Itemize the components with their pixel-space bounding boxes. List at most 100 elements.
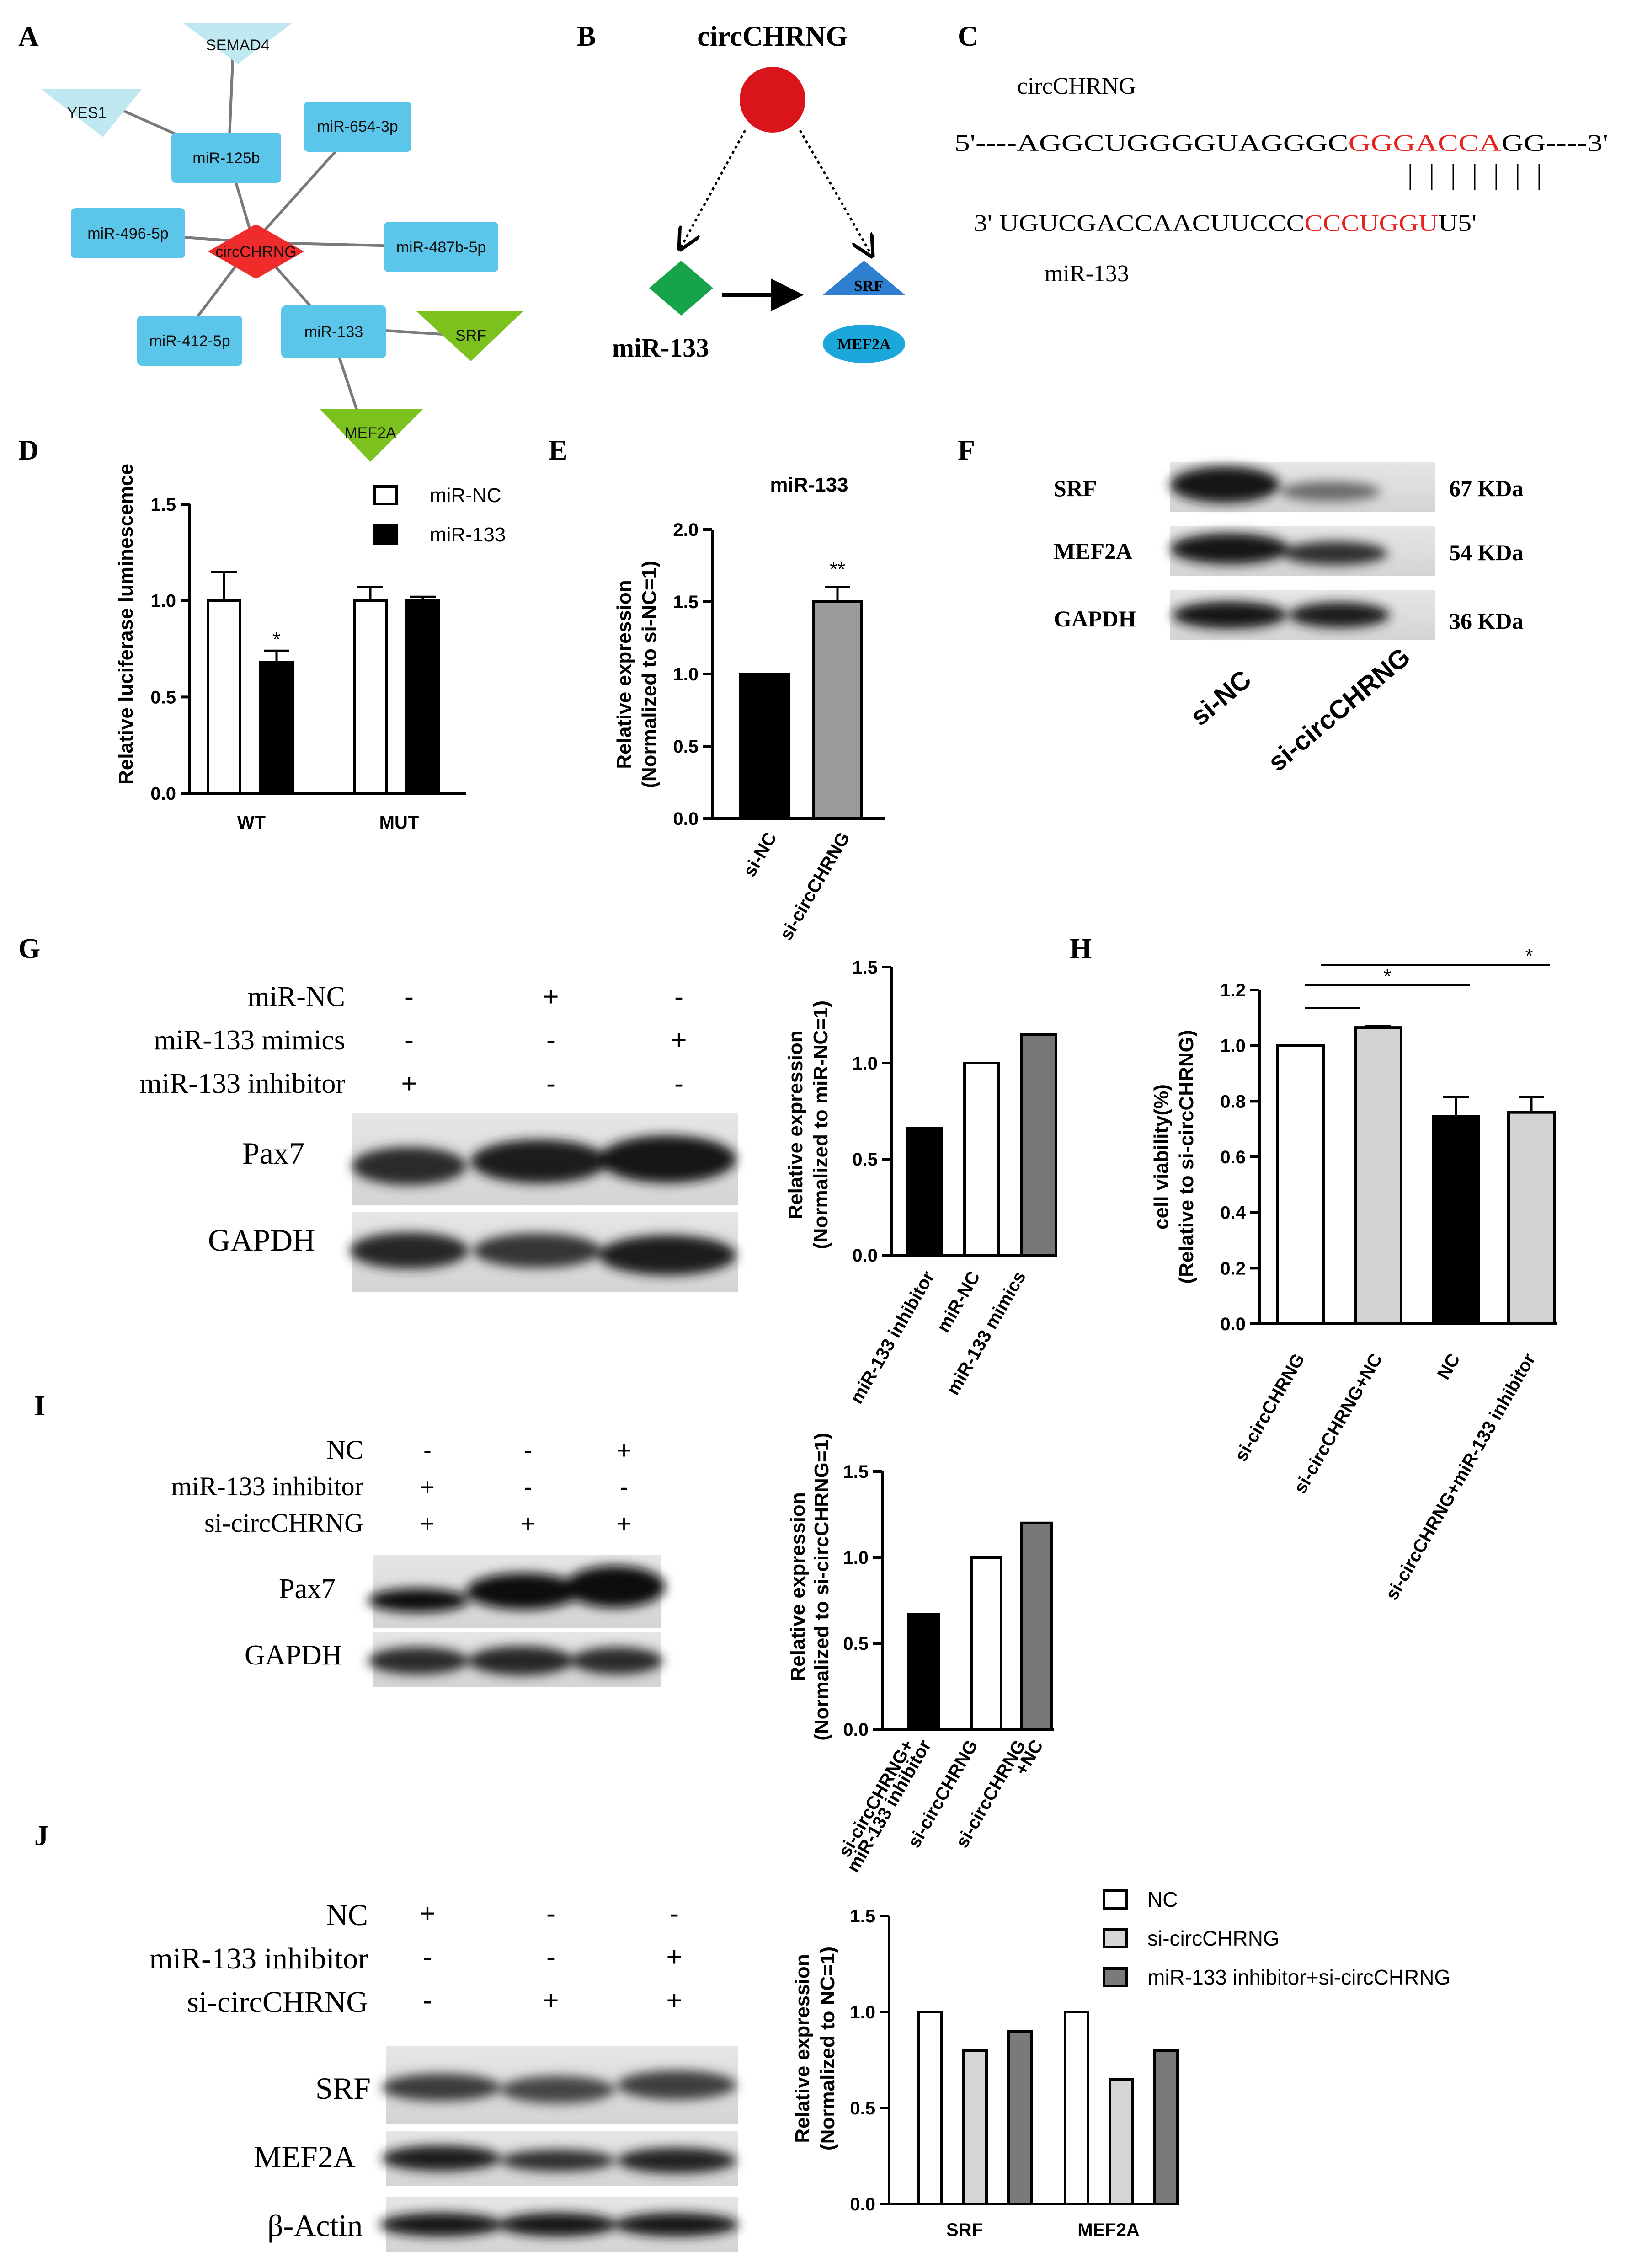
x-tick-label: si-circCHRNG: [1231, 1350, 1308, 1465]
bars: **: [739, 558, 863, 820]
band: [382, 2145, 501, 2171]
y-tick-label: 0.5: [150, 687, 176, 707]
band: [599, 1235, 736, 1275]
hub-node-circchrng: [208, 224, 304, 279]
panel-g: miR-NC miR-133 mimics miR-133 inhibitor …: [140, 957, 1057, 1407]
condition-label: si-circCHRNG: [204, 1508, 363, 1538]
seq-top-seed: GGGACCA: [1349, 130, 1502, 156]
bar: [353, 599, 388, 795]
sig-star: *: [1383, 965, 1391, 988]
y-tick-label: 0.0: [850, 2194, 875, 2215]
sign-grid: - - + + - - + + +: [420, 1437, 631, 1537]
mirna-label: miR-487b-5p: [396, 239, 486, 256]
seq-name-bottom: miR-133: [1045, 261, 1129, 287]
sign: -: [524, 1437, 532, 1464]
x-tick-label: miR-133 inhibitor: [846, 1268, 938, 1407]
bar: [812, 600, 863, 820]
sign: +: [617, 1510, 631, 1537]
bar: [739, 673, 790, 820]
condition-label: miR-133 inhibitor: [140, 1068, 346, 1099]
blot-label: GAPDH: [208, 1223, 315, 1257]
sig-star: *: [272, 628, 280, 651]
bar: [1507, 1111, 1556, 1326]
mirna-label: miR-654-3p: [317, 118, 398, 135]
y-ticks: 0.0 0.5 1.0 1.5: [843, 1462, 882, 1740]
panel-label-a: A: [18, 21, 39, 52]
sign: +: [543, 981, 559, 1012]
srf-label: SRF: [854, 278, 883, 294]
band: [1170, 466, 1280, 503]
bars: *: [207, 570, 440, 795]
y-axis-label: (Relative to si-circCHRNG): [1175, 1030, 1198, 1284]
y-axis-label: Relative expression: [787, 1492, 809, 1681]
condition-label: miR-133 mimics: [154, 1025, 346, 1056]
seq-top-prefix: 5'----AGGCUGGGGUAGGGC: [954, 130, 1349, 156]
sign: -: [423, 1985, 432, 2016]
y-tick-label: 0.4: [1220, 1203, 1246, 1223]
y-tick-label: 1.0: [850, 2002, 875, 2022]
y-tick-label: 1.5: [852, 957, 878, 978]
x-tick-label: si-NC: [739, 829, 780, 880]
sign: -: [405, 981, 414, 1012]
sig-star: *: [1525, 945, 1533, 967]
y-axis-label: Relative expression: [784, 1030, 807, 1219]
y-tick-label: 0.0: [843, 1720, 869, 1740]
x-tick-label: si-circCHRNG+NC: [1290, 1350, 1386, 1497]
panel-j: NC miR-133 inhibitor si-circCHRNG + - -- - +…: [149, 1888, 1450, 2252]
sign: -: [674, 981, 683, 1012]
bar: [207, 599, 241, 795]
y-tick-label: 0.2: [1220, 1258, 1246, 1278]
y-tick-label: 0.5: [852, 1150, 878, 1170]
panel-label-g: G: [18, 933, 40, 964]
band: [350, 1232, 469, 1269]
seq-bottom-prefix: 3' UGUCGACCAACUUCCC: [974, 210, 1305, 236]
pair-lines: [1409, 164, 1540, 190]
panel-d-chart: Relative luciferase luminescemce 0.0 0.5 1…: [115, 464, 506, 833]
sign: +: [666, 1942, 682, 1972]
x-tick-label: miR-NC: [933, 1268, 984, 1336]
band: [498, 2213, 617, 2236]
y-tick-label: 2.0: [673, 520, 699, 540]
seq-name-top: circCHRNG: [1017, 73, 1136, 99]
lane-label: si-circCHRNG: [1263, 642, 1416, 777]
protein-label: GAPDH: [1054, 606, 1136, 631]
band: [469, 1646, 574, 1675]
seq-bottom: 3' UGUCGACCAACUUCCC CCCUGGU U5': [974, 210, 1477, 236]
blot-label: Pax7: [279, 1573, 336, 1605]
band: [501, 2150, 615, 2172]
y-tick-label: 0.5: [673, 737, 699, 757]
target-label: SEMAD4: [206, 37, 270, 54]
sign: -: [423, 1437, 432, 1464]
bar: [970, 1556, 1002, 1731]
x-tick-label: WT: [237, 813, 266, 833]
y-ticks: 0.0 0.2 0.4 0.6 0.8 1.0 1.2: [1220, 980, 1259, 1334]
panel-h-chart: cell viability(%) (Relative to si-circCH…: [1150, 945, 1557, 1604]
x-tick-label: SRF: [946, 2220, 983, 2240]
band: [1289, 602, 1390, 628]
y-axis-label: (Normalized to miR-NC=1): [810, 1000, 832, 1249]
y-tick-label: 1.5: [850, 1906, 875, 1926]
condition-label: miR-133 inhibitor: [149, 1942, 368, 1975]
condition-label: miR-NC: [247, 981, 345, 1012]
y-tick-label: 0.0: [852, 1246, 878, 1266]
sign: -: [620, 1473, 628, 1501]
sign: +: [666, 1985, 682, 2016]
mirna-node: [137, 316, 242, 366]
y-tick-label: 1.0: [150, 591, 176, 611]
sign: +: [420, 1510, 435, 1537]
band: [1280, 481, 1381, 502]
bar: [963, 1062, 1000, 1257]
panel-label-b: B: [577, 21, 596, 52]
mirna-node: [171, 133, 281, 183]
sign: +: [419, 1898, 435, 1929]
y-tick-label: 0.0: [673, 809, 699, 829]
bar: [259, 661, 294, 795]
panel-i: NC miR-133 inhibitor si-circCHRNG - - ++ - -…: [171, 1433, 1054, 1876]
sign: +: [543, 1985, 559, 2016]
bar: [405, 599, 440, 795]
band: [599, 1135, 736, 1183]
x-tick-label: si-circCHRNG+miR-133 inhibitor: [1381, 1350, 1539, 1604]
mirna-label: miR-133: [304, 323, 363, 341]
mirna-node: [304, 102, 411, 152]
sign: -: [546, 1025, 555, 1055]
